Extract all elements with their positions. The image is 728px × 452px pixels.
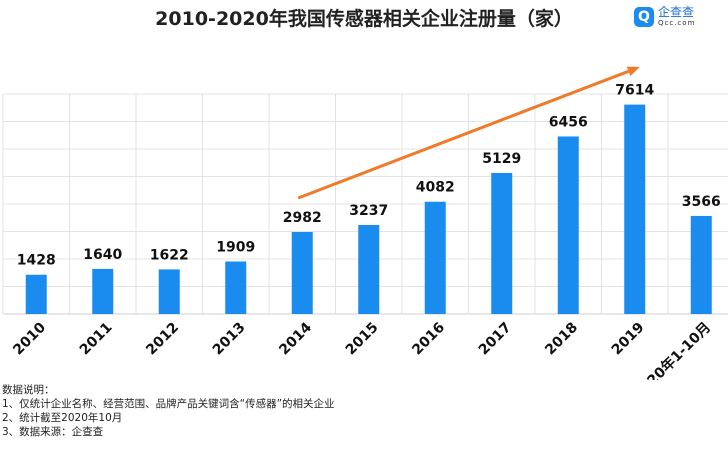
bar (291, 231, 313, 314)
data-label: 6456 (549, 114, 588, 130)
x-tick-label: 2019 (609, 320, 648, 359)
data-notes: 数据说明： 1、仅统计企业名称、经营范围、品牌产品关键词含“传感器”的相关企业 … (2, 383, 335, 439)
data-label: 7614 (615, 83, 654, 99)
trend-arrow-line (297, 69, 630, 200)
bar (92, 268, 114, 314)
qcc-logo: Q 企查查 Qcc.com (634, 6, 695, 27)
data-label: 4082 (416, 180, 455, 196)
x-tick-label: 2016 (409, 320, 448, 359)
note-line: 3、数据来源：企查查 (2, 426, 104, 438)
logo-text-cn: 企查查 (658, 5, 695, 19)
data-label: 1428 (17, 253, 56, 269)
trend-arrow-head (626, 66, 640, 76)
data-label: 5129 (482, 151, 521, 167)
x-tick-label: 2017 (476, 320, 515, 359)
x-tick-label: 2018 (542, 320, 581, 359)
bar (624, 104, 646, 315)
x-tick-label: 2014 (276, 319, 315, 358)
notes-heading: 数据说明： (2, 384, 55, 396)
bar (158, 269, 180, 314)
bar (358, 224, 380, 314)
chart-title: 2010-2020年我国传感器相关企业注册量（家） (155, 8, 573, 30)
qcc-logo-icon: Q (634, 6, 654, 27)
bar-chart: 1428 2010 1640 2011 1622 2012 1909 2013 2982 2014… (2, 66, 728, 380)
data-label: 1622 (150, 247, 189, 263)
data-label: 3566 (682, 194, 721, 210)
data-label: 2982 (283, 210, 322, 226)
x-tick-label: 2010 (10, 319, 49, 358)
bar (25, 274, 47, 314)
x-tick-label: 2015 (343, 320, 382, 359)
note-line: 1、仅统计企业名称、经营范围、品牌产品关键词含“传感器”的相关企业 (2, 398, 335, 410)
data-label: 1909 (216, 240, 255, 256)
data-label: 3237 (349, 203, 388, 219)
logo-text-en: Qcc.com (658, 19, 696, 27)
bar (225, 261, 247, 314)
data-label: 1640 (83, 247, 122, 263)
x-tick-label: 2011 (77, 320, 116, 359)
note-line: 2、统计截至2020年10月 (2, 412, 123, 424)
bar (424, 201, 446, 314)
bar (557, 136, 579, 314)
bar (491, 172, 513, 314)
bar (690, 215, 712, 314)
x-tick-label: 2013 (210, 320, 249, 359)
x-tick-label: 2012 (143, 320, 182, 359)
